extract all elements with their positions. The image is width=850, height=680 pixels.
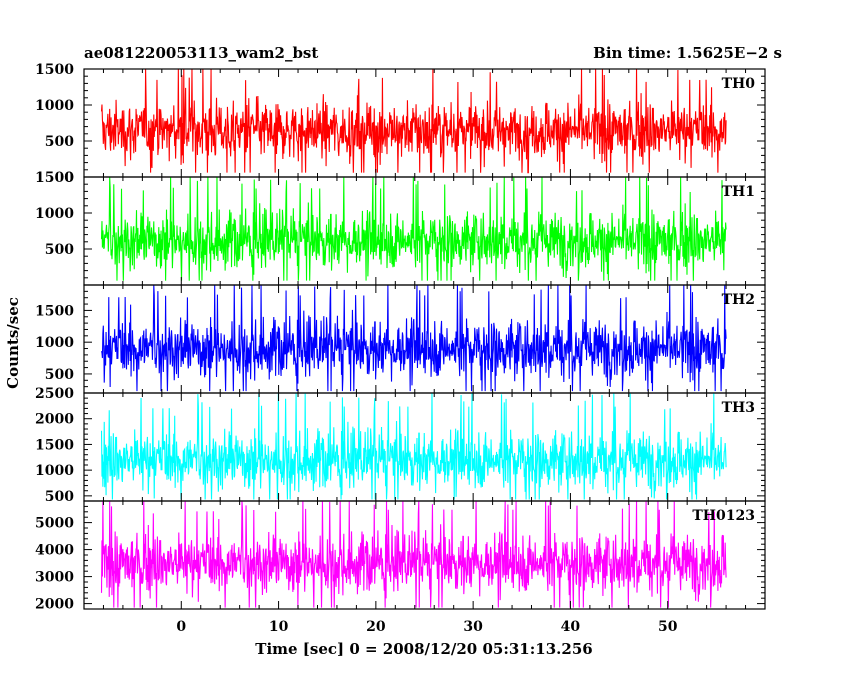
y-tick-label: 1500 [35,62,74,78]
light-curve-th1 [100,177,727,281]
y-tick-label: 1000 [35,98,74,114]
panel-label-th1: TH1 [722,184,755,200]
y-tick-label: 1500 [35,437,74,453]
y-tick-label: 500 [45,242,74,258]
panel-label-th3: TH3 [722,400,755,416]
y-tick-label: 1000 [35,335,74,351]
panel-label-th0123: TH0123 [692,508,755,524]
y-tick-label: 1000 [35,463,74,479]
y-tick-label: 1500 [35,303,74,319]
y-tick-label: 1000 [35,206,74,222]
y-tick-label: 2000 [35,412,74,428]
x-tick-label: 50 [658,619,678,635]
light-curve-th3 [100,393,727,500]
panel-th2: 500 1000 1500 TH2 [35,284,766,394]
light-curve-th2 [100,285,727,392]
y-axis-title: Counts/sec [4,297,22,389]
panel-th0123: 2000 3000 4000 5000 TH0123 [35,500,766,613]
bin-time-label: Bin time: 1.5625E−2 s [593,44,782,62]
x-tick-label: 0 [176,619,186,635]
y-tick-label: 4000 [35,543,74,559]
y-tick-label: 1500 [35,170,74,186]
x-tick-label: 40 [561,619,581,635]
y-tick-label: 5000 [35,516,74,532]
y-tick-label: 500 [45,367,74,383]
panel-th3: 500 1000 1500 2000 2500 TH3 [35,386,766,505]
panel-th1: 500 1000 1500 TH1 [35,170,766,286]
panel-label-th0: TH0 [722,76,756,92]
x-tick-label: 30 [463,619,483,635]
x-tick-label: 20 [366,619,386,635]
y-tick-label: 500 [45,489,74,505]
y-tick-label: 0 [64,170,74,186]
panels-layer: 050010001500TH050010001500TH150010001500… [35,62,766,635]
panel-label-th2: TH2 [722,292,755,308]
y-tick-label: 3000 [35,570,74,586]
x-tick-label: 10 [269,619,289,635]
x-axis-title: Time [sec] 0 = 2008/12/20 05:31:13.256 [255,640,592,658]
panel-th0: 0 500 1000 1500 TH0 [35,62,766,186]
y-tick-label: 500 [45,134,74,150]
y-tick-label: 2000 [35,597,74,613]
light-curve-th0 [100,69,727,174]
light-curve-th0123 [100,501,727,608]
y-tick-label: 2500 [35,386,74,402]
obs-id-title: ae081220053113_wam2_bst [84,44,319,62]
